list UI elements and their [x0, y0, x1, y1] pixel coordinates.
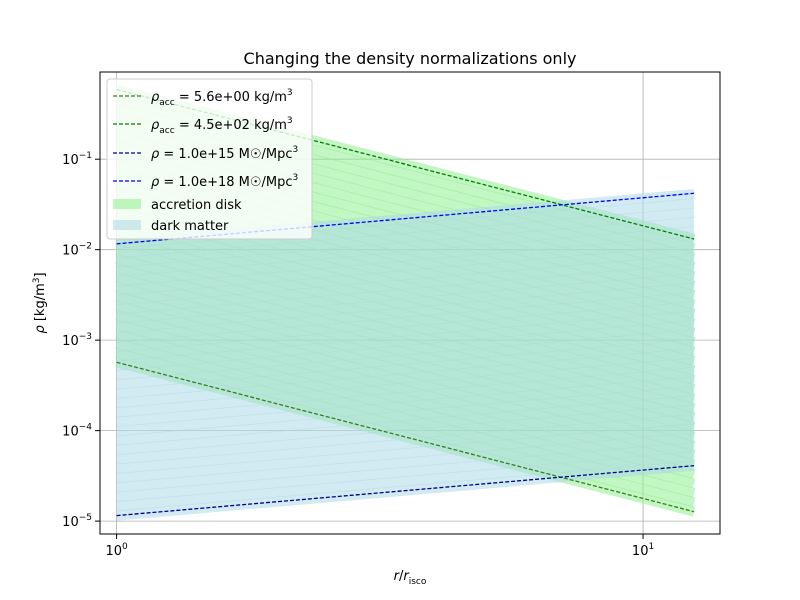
dark-matter-band-line: [116, 273, 695, 334]
dark-matter-band-line: [116, 376, 695, 437]
x-axis: 100 101: [105, 534, 654, 559]
legend-entry: ρacc = 5.6e+00 kg/m3: [113, 88, 293, 108]
legend-label: ρacc = 4.5e+02 kg/m3: [151, 116, 293, 136]
legend-band-swatch: [113, 199, 141, 209]
y-tick-label: 10−3: [62, 332, 92, 349]
y-axis-label: ρ [kg/m3]: [32, 272, 48, 333]
dark-matter-band-line: [116, 441, 695, 502]
dark-matter-band-line: [116, 301, 695, 362]
dark-matter-band-line: [116, 263, 695, 324]
legend-label: ρ = 1.0e+18 M☉/Mpc3: [151, 173, 298, 190]
dark-matter-band: [116, 188, 695, 521]
dark-matter-band-line: [116, 292, 695, 352]
legend-label: ρacc = 5.6e+00 kg/m3: [151, 88, 293, 108]
plot-frame: [99, 71, 721, 535]
dark-matter-band-line: [116, 451, 695, 512]
dark-matter-band-line: [116, 395, 695, 455]
dark-matter-band-line: [116, 245, 695, 306]
legend-box: [106, 78, 313, 240]
dark-matter-band-line: [116, 338, 695, 399]
legend-entry: ρacc = 4.5e+02 kg/m3: [113, 116, 293, 136]
dark-matter-band-line: [116, 404, 695, 465]
dark-matter-band-line: [116, 357, 695, 418]
x-tick-label: 101: [632, 542, 654, 559]
dark-matter-band-line: [116, 413, 695, 474]
legend-entry: ρ = 1.0e+15 M☉/Mpc3: [113, 145, 298, 162]
legend-band-swatch: [113, 220, 141, 230]
series-line-3: [116, 465, 695, 517]
x-tick-label: 100: [105, 542, 128, 559]
dark-matter-band-line: [116, 367, 695, 427]
chart-title: Changing the density normalizations only: [244, 49, 577, 68]
dark-matter-band-line: [116, 207, 695, 268]
legend-entry: accretion disk: [113, 198, 242, 213]
dark-matter-band-line: [116, 226, 695, 287]
y-tick-label: 10−2: [62, 242, 92, 259]
legend: ρacc = 5.6e+00 kg/m3 ρacc = 4.5e+02 kg/m3…: [106, 78, 313, 240]
y-axis: 10−5 10−4 10−3 10−2 10−1: [62, 151, 100, 530]
dark-matter-band-line: [116, 310, 695, 371]
bands-layer: [115, 84, 696, 521]
legend-label: ρ = 1.0e+15 M☉/Mpc3: [151, 145, 298, 162]
y-tick-label: 10−5: [62, 513, 92, 530]
dark-matter-band-line: [116, 282, 695, 343]
legend-entry: ρ = 1.0e+18 M☉/Mpc3: [113, 173, 298, 190]
dark-matter-band-line: [116, 432, 695, 493]
legend-label: accretion disk: [151, 198, 242, 213]
legend-label: dark matter: [151, 219, 229, 234]
y-tick-label: 10−1: [62, 151, 92, 168]
dark-matter-band-line: [116, 423, 695, 484]
dark-matter-band-line: [116, 320, 695, 381]
dark-matter-band-line: [116, 329, 695, 390]
y-tick-label: 10−4: [62, 423, 92, 440]
dark-matter-band-line: [116, 235, 695, 296]
dark-matter-band-line: [116, 217, 695, 277]
x-axis-label: r/risco: [394, 569, 427, 587]
dark-matter-band-line: [116, 254, 695, 315]
dark-matter-band-line: [116, 348, 695, 409]
legend-entry: dark matter: [113, 219, 229, 234]
series-line-1: [116, 361, 695, 513]
dark-matter-band-line: [116, 385, 695, 446]
dark-matter-band-line: [116, 198, 695, 259]
